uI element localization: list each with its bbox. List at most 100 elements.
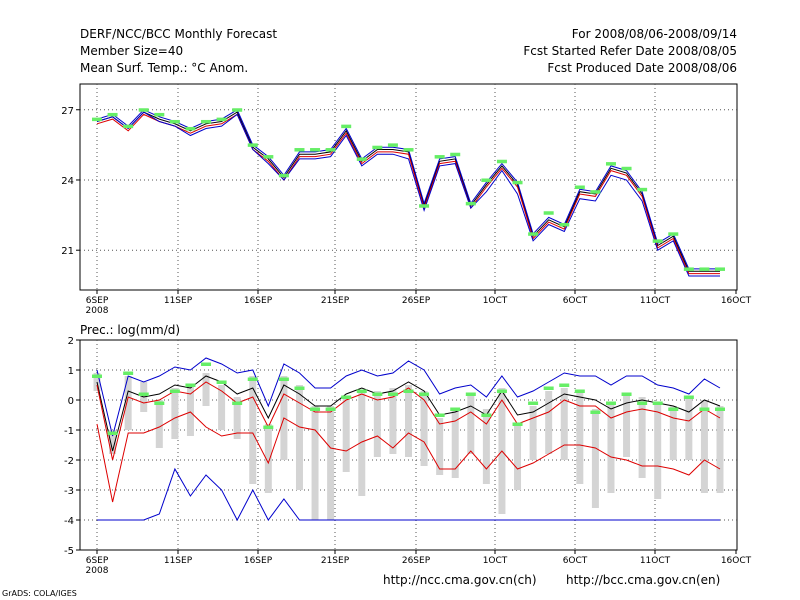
obs-marker — [621, 166, 632, 171]
series-lower — [96, 411, 721, 503]
ensemble-box — [654, 403, 662, 499]
obs-marker — [590, 190, 601, 194]
obs-marker — [528, 401, 539, 405]
y-tick-label: 24 — [61, 176, 74, 187]
obs-marker — [574, 185, 585, 189]
variable-label: Mean Surf. Temp.: °C Anom. — [80, 61, 249, 75]
link-ch[interactable]: http://ncc.cma.gov.cn(ch) — [383, 573, 537, 587]
ensemble-box — [669, 406, 677, 460]
obs-marker — [123, 371, 134, 375]
ensemble-box — [171, 388, 179, 439]
obs-marker — [683, 267, 694, 271]
ensemble-box — [560, 388, 568, 460]
x-tick-label: 16SEP — [244, 556, 273, 566]
x-tick-label: 11OCT — [640, 556, 671, 566]
link-en[interactable]: http://bcc.cma.gov.cn(en) — [566, 573, 721, 587]
x-tick-label: 16OCT — [721, 556, 752, 566]
obs-marker — [450, 407, 461, 411]
obs-marker — [434, 155, 445, 159]
ensemble-box — [327, 406, 335, 520]
plot-frame-1 — [79, 339, 738, 551]
obs-marker — [92, 374, 102, 378]
obs-marker — [154, 112, 165, 117]
forecast-period: For 2008/08/06-2008/09/14 — [571, 27, 737, 41]
ensemble-box — [638, 397, 646, 478]
obs-marker — [294, 148, 305, 152]
obs-marker — [263, 155, 274, 159]
y-tick-label: 21 — [61, 246, 74, 257]
x-tick-label: 26SEP — [402, 296, 431, 306]
ensemble-box — [467, 394, 475, 454]
y-tick-label: -2 — [64, 456, 74, 467]
x-tick-label: 21SEP — [321, 556, 350, 566]
obs-marker — [605, 401, 616, 405]
x-tick-label: 11SEP — [164, 296, 193, 306]
refer-date: Fcst Started Refer Date 2008/08/05 — [523, 44, 737, 58]
obs-marker — [605, 162, 616, 166]
obs-marker — [637, 401, 648, 405]
obs-marker — [294, 386, 305, 390]
x-tick-year: 2008 — [86, 306, 109, 316]
ensemble-box — [436, 418, 444, 475]
obs-marker — [356, 389, 367, 393]
ensemble-box — [249, 376, 257, 484]
y-tick-label: 27 — [61, 106, 74, 117]
ensemble-box — [202, 373, 210, 406]
obs-marker — [419, 204, 430, 208]
ensemble-box — [576, 391, 584, 484]
x-tick-label: 11OCT — [640, 296, 671, 306]
series-median — [96, 111, 720, 272]
obs-marker — [263, 425, 274, 429]
ensemble-box — [591, 409, 599, 508]
obs-marker — [559, 222, 570, 227]
obs-marker — [543, 211, 554, 215]
obs-marker — [652, 239, 663, 243]
obs-marker — [699, 267, 710, 271]
obs-marker — [247, 377, 258, 381]
obs-marker — [496, 389, 507, 393]
obs-marker — [590, 410, 601, 414]
ensemble-box — [482, 409, 490, 484]
series-upper — [96, 357, 721, 437]
obs-marker — [512, 422, 523, 426]
ensemble-box — [545, 391, 553, 454]
obs-marker — [92, 117, 102, 122]
series-lowest — [96, 111, 720, 277]
obs-marker — [185, 383, 196, 387]
ensemble-box — [529, 406, 537, 460]
obs-marker — [496, 159, 507, 164]
obs-marker — [201, 362, 212, 366]
obs-marker — [372, 145, 383, 150]
x-tick-label: 11SEP — [164, 556, 193, 566]
obs-marker — [138, 108, 149, 112]
obs-marker — [434, 413, 445, 417]
obs-marker — [325, 148, 336, 152]
obs-marker — [652, 401, 663, 405]
ensemble-box — [420, 391, 428, 466]
obs-marker — [107, 431, 118, 435]
ensemble-box — [109, 430, 117, 454]
obs-marker — [403, 389, 414, 393]
plot-frame-0 — [79, 83, 738, 291]
x-tick-label: 6SEP — [86, 556, 109, 566]
y-tick-label: 2 — [68, 336, 74, 347]
ensemble-box — [124, 376, 132, 430]
x-tick-year: 2008 — [86, 566, 109, 576]
ensemble-box — [405, 385, 412, 457]
x-tick-label: 6OCT — [563, 556, 588, 566]
obs-marker — [543, 386, 554, 390]
obs-marker — [715, 267, 725, 271]
ensemble-box — [233, 397, 241, 439]
obs-marker — [559, 383, 570, 387]
obs-marker — [372, 392, 383, 396]
ensemble-box — [623, 394, 631, 457]
obs-marker — [216, 380, 227, 384]
chart-title: DERF/NCC/BCC Monthly Forecast — [80, 27, 278, 41]
y-tick-label: 1 — [68, 366, 74, 377]
obs-marker — [668, 407, 679, 411]
obs-marker — [185, 126, 196, 131]
y-tick-label: -3 — [64, 486, 74, 497]
ensemble-box — [264, 424, 272, 493]
ensemble-box — [155, 400, 163, 448]
